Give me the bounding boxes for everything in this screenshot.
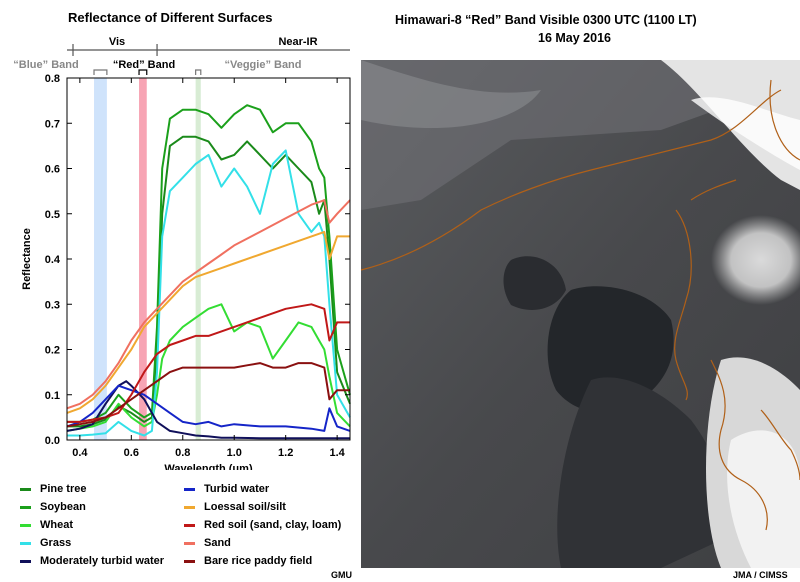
legend-item: Grass — [20, 537, 71, 553]
legend-swatch — [184, 505, 195, 509]
satellite-image — [361, 60, 800, 568]
legend-item: Loessal soil/silt — [184, 501, 286, 517]
region-label-nir: Near-IR — [278, 36, 317, 48]
y-tick-label: 0.2 — [45, 345, 60, 357]
legend-label: Grass — [40, 537, 72, 549]
band-veggie — [195, 78, 201, 440]
chart-title: Reflectance of Different Surfaces — [68, 10, 273, 25]
x-tick-label: 0.8 — [175, 447, 190, 459]
y-tick-label: 0.4 — [45, 254, 61, 266]
series-line-4 — [66, 380, 350, 440]
y-tick-label: 0.1 — [45, 390, 60, 402]
legend-swatch — [20, 487, 31, 491]
legend-item: Soybean — [20, 501, 86, 517]
legend-swatch — [184, 559, 195, 563]
legend-item: Bare rice paddy field — [184, 555, 312, 571]
band-blue — [94, 78, 107, 440]
credit-jma: JMA / CIMSS — [733, 570, 788, 580]
series-line-8 — [66, 199, 351, 410]
legend-swatch — [20, 523, 31, 527]
band-label-veggie: “Veggie” Band — [224, 59, 301, 71]
reflectance-chart: 0.0 0.1 0.2 0.3 0.4 0.5 0.6 0.7 0.8 0.4 0.6 0.8 1.0 1… — [13, 36, 351, 470]
region-label-vis: Vis — [109, 36, 125, 48]
legend-item: Moderately turbid water — [20, 555, 164, 571]
image-date: 16 May 2016 — [538, 31, 611, 45]
x-tick-label: 1.0 — [227, 447, 242, 459]
legend-item: Turbid water — [184, 483, 269, 499]
series-line-6 — [66, 230, 350, 414]
y-tick-label: 0.7 — [45, 118, 60, 130]
x-tick-label: 1.2 — [278, 447, 293, 459]
y-tick-label: 0.0 — [45, 435, 60, 447]
legend-item: Red soil (sand, clay, loam) — [184, 519, 341, 535]
band-red — [139, 78, 147, 440]
legend-swatch — [20, 505, 31, 509]
legend-swatch — [20, 541, 31, 545]
legend-label: Soybean — [40, 501, 86, 513]
x-tick-label: 0.6 — [124, 447, 139, 459]
legend-label: Wheat — [40, 519, 73, 531]
y-tick-label: 0.5 — [45, 209, 60, 221]
credit-gmu: GMU — [331, 570, 352, 580]
image-title: Himawari-8 “Red” Band Visible 0300 UTC (… — [395, 13, 697, 27]
legend-item: Sand — [184, 537, 231, 553]
series-line-9 — [66, 362, 350, 428]
legend-label: Sand — [204, 537, 231, 549]
legend-item: Pine tree — [20, 483, 86, 499]
series-line-7 — [67, 303, 350, 423]
legend-label: Loessal soil/silt — [204, 501, 286, 513]
legend-swatch — [184, 541, 195, 545]
band-label-red: “Red” Band — [113, 59, 175, 71]
legend-item: Wheat — [20, 519, 73, 535]
band-label-blue: “Blue” Band — [13, 59, 78, 71]
series-line-5 — [66, 384, 351, 432]
band-bracket-veggie — [195, 69, 202, 75]
legend-swatch — [184, 523, 195, 527]
legend-label: Moderately turbid water — [40, 555, 165, 567]
y-tick-label: 0.3 — [45, 299, 60, 311]
series-line-1 — [67, 104, 351, 423]
legend-label: Turbid water — [204, 483, 270, 495]
y-tick-label: 0.6 — [45, 164, 60, 176]
y-tick-label: 0.8 — [45, 73, 60, 85]
legend-label: Red soil (sand, clay, loam) — [204, 519, 342, 531]
x-tick-label: 1.4 — [329, 447, 345, 459]
satellite-scene — [361, 60, 800, 568]
x-axis-label: Wavelength (μm) — [164, 463, 253, 470]
band-bracket-blue — [93, 69, 108, 75]
series-line-0 — [67, 135, 351, 428]
series-line-3 — [67, 149, 351, 437]
legend-label: Bare rice paddy field — [204, 555, 313, 567]
legend-swatch — [20, 559, 31, 563]
legend-label: Pine tree — [40, 483, 87, 495]
legend-swatch — [184, 487, 195, 491]
y-axis-label: Reflectance — [21, 228, 33, 290]
plot-frame — [66, 77, 351, 441]
x-tick-label: 0.4 — [72, 447, 88, 459]
band-bracket-red — [138, 69, 148, 75]
